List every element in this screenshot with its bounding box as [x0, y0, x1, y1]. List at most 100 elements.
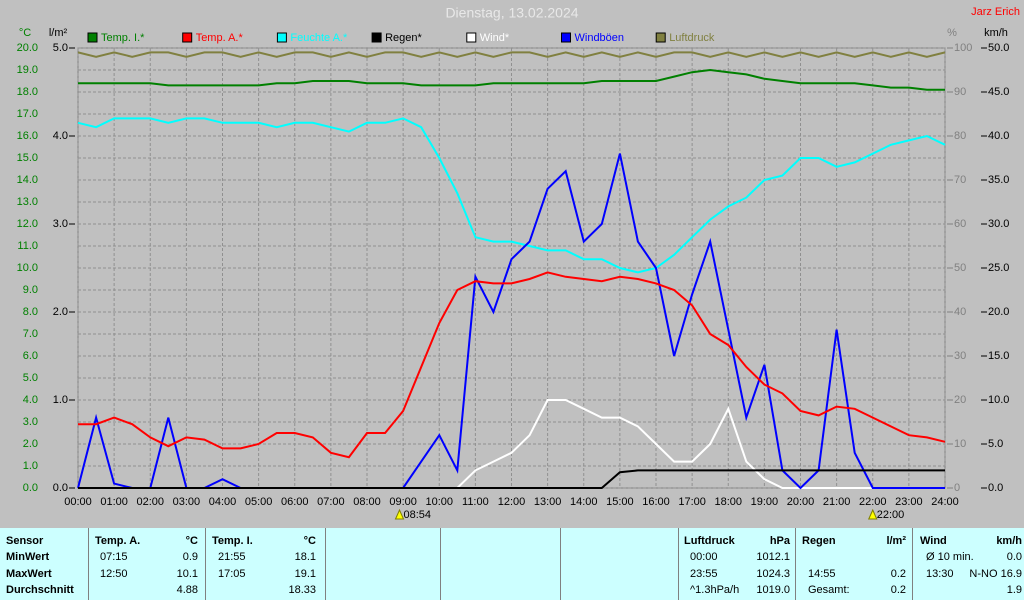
cell-time: ^1.3hPa/h: [690, 584, 740, 596]
column-header: Luftdruck: [684, 535, 735, 547]
cell-value: 18.1: [294, 551, 316, 563]
cell-time: 17:05: [218, 567, 246, 580]
x-tick-label: 21:00: [823, 496, 851, 508]
x-tick-label: 23:00: [895, 496, 923, 508]
row-label: MinWert: [6, 551, 50, 563]
y-tick-label: 0.0: [988, 482, 1003, 494]
column-separator: [325, 528, 326, 600]
y-tick-label: 30: [954, 350, 966, 362]
column-unit: l/m²: [886, 535, 906, 547]
y-tick-label: 45.0: [988, 86, 1009, 98]
x-tick-label: 17:00: [678, 496, 706, 508]
stats-table: Sensor MinWert MaxWert Durchschnitt Temp. A.…: [0, 528, 1024, 600]
unit-label: %: [947, 27, 957, 39]
legend-label: Windböen: [575, 32, 625, 44]
cell-value: 19.1: [294, 567, 316, 580]
y-tick-label: 40.0: [988, 130, 1009, 142]
legend-swatch: [655, 32, 666, 43]
x-tick-label: 01:00: [100, 496, 128, 508]
legend-swatch: [182, 32, 193, 43]
y-tick-label: 30.0: [988, 218, 1009, 230]
y-tick-label: 9.0: [23, 284, 38, 296]
column-separator: [678, 528, 679, 600]
cell-value: 1019.0: [756, 584, 790, 596]
y-tick-label: 10.0: [988, 394, 1009, 406]
y-tick-label: 6.0: [23, 350, 38, 362]
legend-swatch: [371, 32, 382, 43]
y-tick-label: 90: [954, 86, 966, 98]
cell-value: 0.9: [182, 551, 198, 563]
x-tick-label: 15:00: [606, 496, 634, 508]
legend-label: Regen*: [385, 32, 422, 44]
x-tick-label: 06:00: [281, 496, 309, 508]
y-tick-label: 40: [954, 306, 966, 318]
y-tick-label: 70: [954, 174, 966, 186]
cell-value: 1012.1: [756, 551, 790, 563]
cell-value: 0.2: [890, 584, 906, 596]
cell-time: 14:55: [808, 567, 836, 580]
cell-time: 23:55: [690, 567, 718, 580]
series-line: [77, 153, 945, 490]
cell-value: N-NO 16.9: [969, 567, 1022, 580]
y-tick-label: 35.0: [988, 174, 1009, 186]
x-tick-label: 00:00: [64, 496, 92, 508]
column-unit: °C: [303, 535, 316, 547]
cell-time: Gesamt:: [808, 584, 850, 596]
y-tick-label: 10: [954, 438, 966, 450]
legend-swatch: [87, 32, 98, 43]
annotation-label: 08:54: [404, 509, 432, 521]
y-tick-label: 20: [954, 394, 966, 406]
y-tick-label: 13.0: [17, 196, 38, 208]
x-tick-label: 08:00: [353, 496, 381, 508]
y-tick-label: 19.0: [17, 64, 38, 76]
y-tick-label: 12.0: [17, 218, 38, 230]
series-line: [77, 51, 946, 58]
x-tick-label: 03:00: [173, 496, 201, 508]
column-separator: [88, 528, 89, 600]
y-tick-label: 2.0: [23, 438, 38, 450]
cell-time: 21:55: [218, 551, 246, 563]
y-tick-label: 18.0: [17, 86, 38, 98]
cell-time: 00:00: [690, 551, 718, 563]
x-tick-label: 09:00: [389, 496, 417, 508]
y-tick-label: 80: [954, 130, 966, 142]
series-line: [78, 469, 945, 489]
y-tick-label: 5.0: [23, 372, 38, 384]
column-separator: [440, 528, 441, 600]
column-separator: [912, 528, 913, 600]
cell-value: 1.9: [1006, 584, 1022, 596]
cell-time: 07:15: [100, 551, 128, 563]
x-tick-label: 12:00: [498, 496, 526, 508]
y-tick-label: 8.0: [23, 306, 38, 318]
cell-value: 0.0: [1006, 551, 1022, 563]
chart-title: Dienstag, 13.02.2024: [445, 5, 578, 21]
x-tick-label: 04:00: [209, 496, 237, 508]
x-tick-label: 05:00: [245, 496, 273, 508]
column-unit: °C: [185, 535, 198, 547]
y-tick-label: 0: [954, 482, 960, 494]
cell-value: 0.2: [890, 567, 906, 580]
column-separator: [205, 528, 206, 600]
author: Jarz Erich: [971, 6, 1020, 18]
column-header: Temp. I.: [212, 535, 253, 547]
cell-value: 4.88: [176, 584, 198, 596]
column-header: Wind: [920, 535, 947, 547]
x-tick-label: 07:00: [317, 496, 345, 508]
y-tick-label: 15.0: [988, 350, 1009, 362]
y-tick-label: 50: [954, 262, 966, 274]
y-tick-label: 7.0: [23, 328, 38, 340]
column-header: Regen: [802, 535, 836, 547]
unit-label: l/m²: [49, 27, 68, 39]
x-tick-label: 19:00: [751, 496, 779, 508]
y-tick-label: 20.0: [17, 42, 38, 54]
series-line: [78, 68, 945, 91]
y-tick-label: 16.0: [17, 130, 38, 142]
y-tick-label: 1.0: [53, 394, 68, 406]
y-tick-label: 25.0: [988, 262, 1009, 274]
y-tick-label: 11.0: [17, 240, 38, 252]
legend-label: Temp. A.*: [196, 32, 244, 44]
legend-swatch: [466, 32, 477, 43]
x-tick-label: 20:00: [787, 496, 815, 508]
y-tick-label: 10.0: [17, 262, 38, 274]
